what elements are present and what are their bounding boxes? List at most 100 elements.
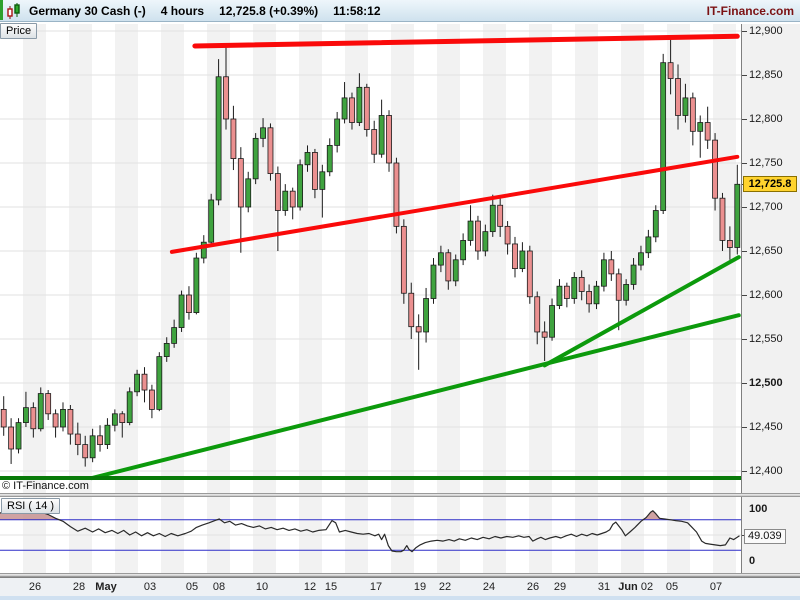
date-label: 24 — [482, 581, 496, 593]
tab-price[interactable]: Price — [0, 23, 38, 39]
candle-up — [297, 164, 304, 208]
candle-down — [704, 122, 711, 141]
axis-tick — [742, 250, 747, 252]
candle-down — [237, 158, 244, 208]
candle-up — [356, 86, 363, 123]
candle-down — [371, 129, 378, 155]
candle-up — [23, 407, 29, 424]
candle-down — [475, 220, 481, 252]
price-axis-label: 12,900 — [749, 25, 783, 37]
candle-down — [719, 197, 726, 241]
date-label: 07 — [709, 581, 723, 593]
candle-up — [89, 435, 96, 459]
axis-tick — [742, 30, 747, 32]
secondary-support-line[interactable] — [542, 255, 741, 368]
price-axis-label: 12,400 — [749, 465, 783, 477]
candle-up — [697, 122, 704, 132]
candle-up — [734, 183, 741, 248]
panel-splitter-top[interactable] — [0, 493, 800, 497]
candle-up — [645, 236, 652, 254]
rsi-panel[interactable] — [0, 497, 741, 573]
candle-down — [726, 240, 733, 248]
candle-up — [282, 190, 289, 211]
candle-down — [534, 296, 541, 333]
candle-down — [386, 115, 392, 164]
candle-up — [37, 393, 44, 430]
price-chart-panel[interactable]: © IT-Finance.com — [0, 24, 741, 493]
candle-down — [541, 331, 548, 338]
candle-down — [82, 444, 89, 459]
last-price-label: 12,725.8 — [743, 176, 797, 193]
candle-down — [289, 190, 296, 208]
axis-tick — [742, 118, 747, 120]
brand-label: IT-Finance.com — [706, 3, 794, 18]
timeframe-label: 4 hours — [160, 3, 205, 18]
candle-down — [445, 252, 452, 282]
candle-down — [497, 204, 504, 227]
candle-up — [549, 305, 555, 338]
price-chart[interactable] — [0, 24, 741, 493]
candle-up — [467, 220, 474, 241]
candle-up — [430, 264, 437, 299]
candle-down — [563, 285, 570, 299]
candle-up — [260, 127, 266, 139]
last-quote-label: 12,725.8 (+0.39%) — [219, 3, 319, 18]
candle-down — [30, 407, 37, 430]
candle-up — [652, 210, 659, 238]
upper-resistance-line[interactable] — [192, 33, 740, 49]
candle-down — [400, 225, 407, 294]
candle-up — [482, 231, 489, 252]
candle-down — [393, 162, 400, 227]
toolbar-green-edge — [0, 0, 3, 20]
candle-down — [415, 326, 422, 333]
primary-support-line[interactable] — [89, 313, 741, 481]
tab-rsi[interactable]: RSI ( 14 ) — [1, 498, 61, 514]
axis-tick — [742, 74, 747, 76]
candle-down — [97, 435, 103, 445]
candle-down — [578, 276, 585, 292]
candle-up — [156, 356, 163, 410]
candle-up — [208, 199, 215, 243]
toolbar: Germany 30 Cash (-) 4 hours 12,725.8 (+0… — [0, 0, 800, 22]
instrument-title: Germany 30 Cash (-) — [29, 3, 146, 18]
candle-up — [423, 298, 429, 333]
candle-up — [660, 62, 667, 211]
candle-down — [675, 78, 681, 116]
rsi-axis-label: 0 — [749, 555, 756, 567]
candle-up — [326, 145, 333, 173]
date-label: 19 — [413, 581, 427, 593]
candle-up — [163, 342, 170, 357]
candle-down — [667, 62, 674, 79]
date-label: 31 — [597, 581, 611, 593]
candle-up — [126, 391, 133, 423]
candle-down — [141, 373, 148, 391]
candle-down — [223, 76, 229, 120]
candle-up — [556, 285, 563, 306]
watermark: © IT-Finance.com — [2, 480, 89, 492]
rsi-chart[interactable] — [0, 497, 741, 573]
price-axis-label: 12,700 — [749, 201, 783, 213]
candle-down — [186, 294, 192, 314]
candle-down — [712, 139, 718, 199]
date-label: 26 — [526, 581, 540, 593]
candle-up — [334, 118, 341, 146]
date-label: 28 — [72, 581, 86, 593]
candle-up — [593, 285, 600, 305]
candle-down — [274, 173, 281, 211]
price-axis-label: 12,650 — [749, 245, 783, 257]
candle-down — [312, 152, 318, 190]
candle-down — [586, 291, 592, 305]
rsi-axis-label: 100 — [749, 503, 768, 515]
date-label: 26 — [28, 581, 42, 593]
candle-up — [111, 413, 118, 426]
time-axis: 26 28 May 03 05 08 10 12 15 17 19 22 24 26 29 31 Jun 02 05… — [0, 577, 800, 596]
rising-resistance-line[interactable] — [169, 154, 740, 254]
date-label: 29 — [553, 581, 567, 593]
panel-splitter-bottom[interactable] — [0, 573, 800, 577]
candle-down — [615, 273, 622, 301]
candle-up — [460, 240, 467, 261]
clock-label: 11:58:12 — [333, 3, 381, 18]
date-label: 10 — [255, 581, 269, 593]
axis-tick — [742, 206, 747, 208]
candle-up — [15, 422, 22, 450]
